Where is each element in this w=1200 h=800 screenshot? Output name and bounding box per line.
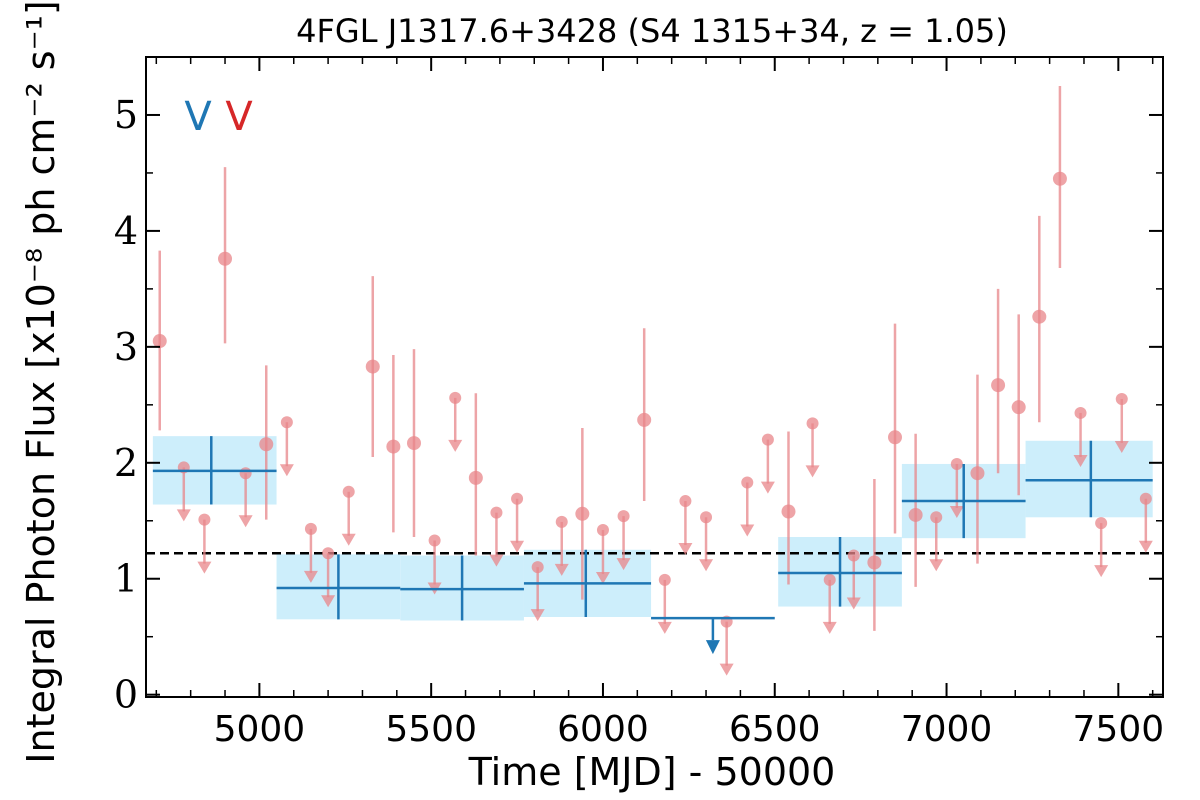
y-tick-label: 3 xyxy=(114,325,138,369)
short-bin-point xyxy=(239,467,252,480)
x-tick-label: 5000 xyxy=(214,709,306,750)
y-tick-label: 5 xyxy=(114,93,138,137)
axes: 5000 5500 6000 6500 7000 7500 0 1 2 3 4 5 xyxy=(114,56,1165,750)
short-bin-upper-limit-arrow xyxy=(760,481,775,494)
short-bin-point xyxy=(637,412,652,427)
plot-frame xyxy=(145,56,1164,698)
chart-title: 4FGL J1317.6+3428 (S4 1315+34, z = 1.05) xyxy=(296,12,1008,50)
short-bin-point xyxy=(823,573,836,586)
short-bin-upper-limit-arrow xyxy=(846,597,861,610)
short-bin-point xyxy=(304,522,317,535)
short-bin-point xyxy=(1052,171,1067,186)
short-bin-point xyxy=(908,507,923,522)
short-bin-point xyxy=(259,437,274,452)
short-bin-point xyxy=(575,506,590,521)
short-bin-point xyxy=(490,506,503,519)
short-bin-point xyxy=(531,561,544,574)
short-bin-upper-limit-arrow xyxy=(949,505,964,518)
short-bin-point xyxy=(1032,309,1047,324)
short-bin-point xyxy=(1011,400,1026,415)
short-bin-point xyxy=(596,524,609,537)
short-bin-point xyxy=(970,466,985,481)
y-tick-label: 0 xyxy=(114,673,138,717)
short-bin-upper-limit-arrow xyxy=(1094,565,1109,578)
short-bin-point xyxy=(218,251,233,266)
long-bin-upper-limit-arrow xyxy=(705,640,720,655)
short-bin-point xyxy=(386,439,401,454)
short-bin-upper-limit-arrow xyxy=(740,524,755,537)
short-bin-point xyxy=(511,492,524,505)
y-tick-label: 2 xyxy=(114,441,138,485)
short-bin-upper-limit-arrow xyxy=(1114,441,1129,454)
short-bin-point xyxy=(406,436,421,451)
short-bin-point xyxy=(322,547,335,560)
short-bin-upper-limit-arrow xyxy=(1073,454,1088,467)
short-bin-point xyxy=(342,485,355,498)
short-bin-upper-limit-arrow xyxy=(719,663,734,676)
short-bin-point xyxy=(806,417,819,430)
short-bin-point xyxy=(847,549,860,562)
short-bin-point xyxy=(617,510,630,523)
short-bin-upper-limit-arrow xyxy=(554,563,569,576)
short-bin-point xyxy=(761,433,774,446)
short-bin-point xyxy=(198,513,211,526)
short-bin-upper-limit-arrow xyxy=(595,572,610,585)
y-axis-label: Integral Photon Flux [x10⁻⁸ ph cm⁻² s⁻¹] xyxy=(19,0,63,763)
short-bin-point xyxy=(991,378,1006,393)
short-bin-point xyxy=(658,573,671,586)
short-bin-point xyxy=(888,430,903,445)
x-tick-label: 7500 xyxy=(1073,709,1165,750)
short-bin-upper-limit-arrow xyxy=(678,543,693,556)
y-tick-label: 1 xyxy=(114,557,138,601)
x-tick-label: 6000 xyxy=(557,709,649,750)
short-bin-point xyxy=(365,359,380,374)
x-axis-label: Time [MJD] - 50000 xyxy=(468,750,836,794)
short-bin-point xyxy=(468,470,483,485)
short-bin-upper-limit-arrow xyxy=(448,439,463,452)
short-bin-upper-limit-arrow xyxy=(805,465,820,478)
short-bin-point xyxy=(280,416,293,429)
short-bin-upper-limit-arrow xyxy=(929,559,944,572)
short-bin-point xyxy=(679,495,692,508)
short-bin-upper-limit-arrow xyxy=(657,621,672,634)
short-bin-point xyxy=(950,457,963,470)
short-bin-point xyxy=(555,515,568,528)
short-bin-upper-limit-arrow xyxy=(279,464,294,477)
short-bin-point xyxy=(741,476,754,489)
short-bin-point xyxy=(428,534,441,547)
y-tick-label: 4 xyxy=(114,209,138,253)
short-bin-point xyxy=(930,511,943,524)
short-bin-upper-limit-arrow xyxy=(510,540,525,553)
short-bin-point xyxy=(449,391,462,404)
short-bin-upper-limit-arrow xyxy=(530,609,545,622)
short-bin-upper-limit-arrow xyxy=(303,570,318,583)
short-bin-upper-limit-arrow xyxy=(489,554,504,567)
short-bin-upper-limit-arrow xyxy=(616,558,631,571)
short-bin-upper-limit-arrow xyxy=(1138,540,1153,553)
short-bin-point xyxy=(1139,492,1152,505)
short-bin-upper-limit-arrow xyxy=(176,509,191,522)
short-bin-point xyxy=(867,555,882,570)
short-bin-point xyxy=(700,511,713,524)
short-bin-point xyxy=(152,334,167,349)
x-tick-label: 5500 xyxy=(385,709,477,750)
short-bin-point xyxy=(781,504,796,519)
short-bin-upper-limit-arrow xyxy=(341,533,356,546)
short-bin-v-marker: V xyxy=(225,94,253,140)
short-bin-point xyxy=(1074,406,1087,419)
short-bin-upper-limit-arrow xyxy=(321,595,336,608)
x-tick-label: 7000 xyxy=(901,709,993,750)
x-tick-label: 6500 xyxy=(729,709,821,750)
short-bin-upper-limit-arrow xyxy=(197,561,212,574)
long-bin-v-marker: V xyxy=(184,94,212,140)
short-bin-upper-limit-arrow xyxy=(238,515,253,528)
short-bin-upper-limit-arrow xyxy=(699,559,714,572)
short-bin-upper-limit-arrow xyxy=(822,621,837,634)
short-bin-point xyxy=(1115,393,1128,406)
short-bin-point xyxy=(1095,517,1108,530)
